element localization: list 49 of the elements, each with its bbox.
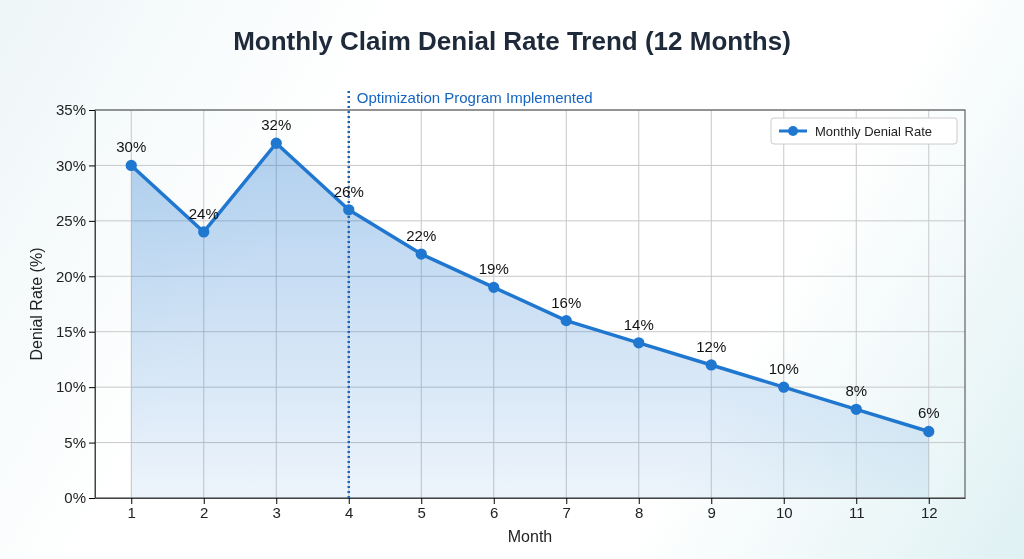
x-tick-label: 3 xyxy=(272,503,281,521)
point xyxy=(560,315,572,327)
y-tick-label: 10% xyxy=(55,378,86,396)
point xyxy=(343,204,355,216)
y-axis-title: Denial Rate (%) xyxy=(28,247,45,361)
x-tick-label: 10 xyxy=(775,503,793,521)
text: 8% xyxy=(845,382,868,400)
point xyxy=(488,281,500,293)
x-tick-label: 12 xyxy=(920,503,938,521)
point xyxy=(125,159,137,172)
y-tick-label: 30% xyxy=(55,156,86,174)
point xyxy=(633,337,645,349)
point xyxy=(778,381,790,393)
point xyxy=(415,248,427,260)
y-tick-label: 0% xyxy=(64,489,86,507)
x-tick-label: 11 xyxy=(848,503,865,521)
text: 6% xyxy=(917,404,940,422)
point xyxy=(198,226,210,238)
y-tick-label: 15% xyxy=(55,323,86,341)
text: 24% xyxy=(188,204,219,222)
text: 14% xyxy=(623,315,654,333)
legend-label: Monthly Denial Rate xyxy=(815,124,933,139)
x-tick-label: 4 xyxy=(345,503,354,521)
y-tick-label: 5% xyxy=(64,433,86,451)
text: 10% xyxy=(768,360,799,378)
text: 22% xyxy=(406,227,437,245)
point xyxy=(850,403,862,415)
y-tick-label: 25% xyxy=(55,212,86,230)
text: 19% xyxy=(478,260,509,278)
text: 16% xyxy=(551,293,582,311)
text: 12% xyxy=(696,337,727,355)
y-tick-label: 20% xyxy=(55,267,86,285)
ref-line-label: Optimization Program Implemented xyxy=(356,89,593,106)
x-tick-label: 9 xyxy=(707,503,716,521)
x-tick-label: 7 xyxy=(562,503,571,521)
point xyxy=(270,137,282,149)
point xyxy=(705,359,717,371)
x-tick-label: 6 xyxy=(490,503,499,521)
x-axis-title: Month xyxy=(507,528,553,545)
point xyxy=(923,425,935,438)
x-tick-label: 1 xyxy=(127,503,136,521)
text: 26% xyxy=(333,182,364,200)
chart-title: Monthly Claim Denial Rate Trend (12 Months) xyxy=(233,26,791,56)
text: 30% xyxy=(116,138,147,156)
y-tick-label: 35% xyxy=(55,101,86,119)
text: 32% xyxy=(261,116,292,134)
x-tick-label: 8 xyxy=(635,503,644,521)
x-tick-label: 5 xyxy=(417,503,426,521)
x-tick-label: 2 xyxy=(200,503,209,521)
